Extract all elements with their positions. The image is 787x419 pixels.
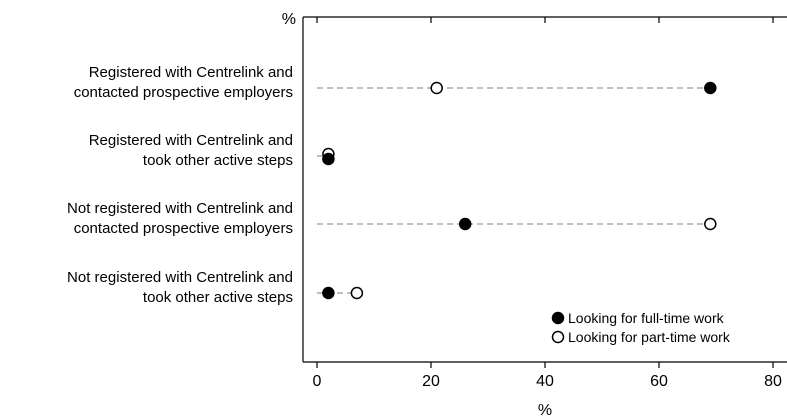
data-points — [322, 81, 717, 300]
legend-label-part-time: Looking for part-time work — [568, 329, 731, 345]
legend: Looking for full-time work Looking for pa… — [551, 310, 731, 345]
axes: 0 20 40 60 80%% — [282, 11, 787, 419]
part-time-point-4 — [350, 286, 364, 300]
top-axis-label: % — [282, 11, 296, 28]
category-label-4-line-1: Not registered with Centrelink and — [67, 269, 293, 286]
x-axis-title: % — [538, 402, 552, 419]
full-time-point-4 — [322, 286, 335, 300]
part-time-point-1 — [430, 81, 443, 95]
legend-label-full-time: Looking for full-time work — [568, 310, 725, 326]
connector-lines — [317, 87, 711, 294]
x-tick-label-80: 80 — [764, 373, 782, 390]
category-label-2-line-1: Registered with Centrelink and — [89, 132, 293, 149]
category-label-1: Registered with Centrelink and contacted … — [74, 64, 293, 101]
category-label-3: Not registered with Centrelink and contac… — [67, 200, 293, 237]
x-tick-label-60: 60 — [650, 373, 668, 390]
category-label-1-line-1: Registered with Centrelink and — [89, 64, 293, 81]
legend-marker-part-time — [551, 330, 565, 344]
x-tick-label-0: 0 — [313, 373, 322, 390]
category-labels: Registered with Centrelink and contacted … — [67, 64, 293, 306]
category-label-4-line-2: took other active steps — [143, 289, 293, 306]
legend-marker-full-time — [551, 311, 565, 325]
category-label-3-line-1: Not registered with Centrelink and — [67, 200, 293, 217]
category-label-2: Registered with Centrelink and took other… — [89, 132, 293, 169]
category-label-1-line-2: contacted prospective employers — [74, 84, 293, 101]
part-time-point-3 — [704, 217, 717, 231]
full-time-point-1 — [704, 81, 717, 95]
full-time-point-3 — [458, 217, 472, 231]
category-label-4: Not registered with Centrelink and took o… — [67, 269, 293, 306]
category-label-2-line-2: took other active steps — [143, 152, 293, 169]
x-tick-label-20: 20 — [422, 373, 440, 390]
full-time-point-2 — [322, 152, 335, 166]
category-label-3-line-2: contacted prospective employers — [74, 220, 293, 237]
x-tick-label-40: 40 — [536, 373, 554, 390]
